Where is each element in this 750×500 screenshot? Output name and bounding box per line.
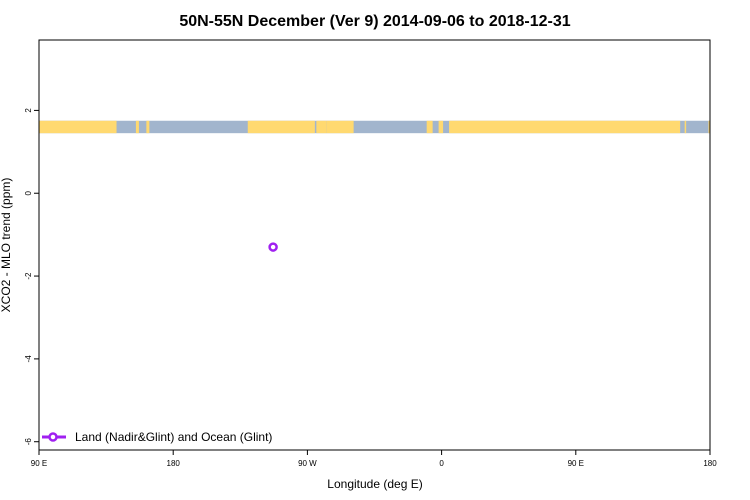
y-tick-label: 0: [24, 190, 33, 195]
land-segment: [684, 120, 687, 134]
land-segment: [316, 120, 327, 134]
y-tick-label: -6: [24, 438, 33, 446]
chart-title: 50N-55N December (Ver 9) 2014-09-06 to 2…: [179, 13, 570, 30]
y-axis-label: XCO2 - MLO trend (ppm): [0, 178, 13, 313]
land-segment: [135, 120, 139, 134]
land-segment: [326, 120, 354, 134]
y-axis: 2 0 -2 -4 -6: [24, 108, 39, 446]
land-segment: [247, 120, 315, 134]
x-axis: 90 E 180 90 W 0 90 E 180: [31, 450, 717, 468]
legend-label: Land (Nadir&Glint) and Ocean (Glint): [75, 430, 272, 444]
land-segment: [708, 120, 710, 134]
data-point: [268, 242, 278, 252]
x-axis-label: Longitude (deg E): [327, 477, 422, 491]
x-tick-label: 90 E: [31, 459, 47, 468]
y-tick-label: -2: [24, 272, 33, 280]
x-tick-label: 90 W: [298, 459, 317, 468]
y-tick-label: 2: [24, 108, 33, 113]
x-tick-label: 0: [439, 459, 444, 468]
land-segment: [146, 120, 150, 134]
y-tick-label: -4: [24, 355, 33, 363]
plot-frame: [38, 39, 711, 451]
data-points: [268, 242, 278, 252]
x-tick-label: 180: [703, 459, 717, 468]
x-tick-label: 180: [167, 459, 181, 468]
land-segment: [449, 120, 681, 134]
land-segment: [438, 120, 444, 134]
legend-circle-marker: [48, 432, 58, 442]
legend: Land (Nadir&Glint) and Ocean (Glint): [42, 430, 272, 444]
x-tick-label: 90 E: [568, 459, 584, 468]
land-segment: [39, 120, 117, 134]
land-ocean-band: [39, 120, 710, 134]
land-segment: [426, 120, 433, 134]
